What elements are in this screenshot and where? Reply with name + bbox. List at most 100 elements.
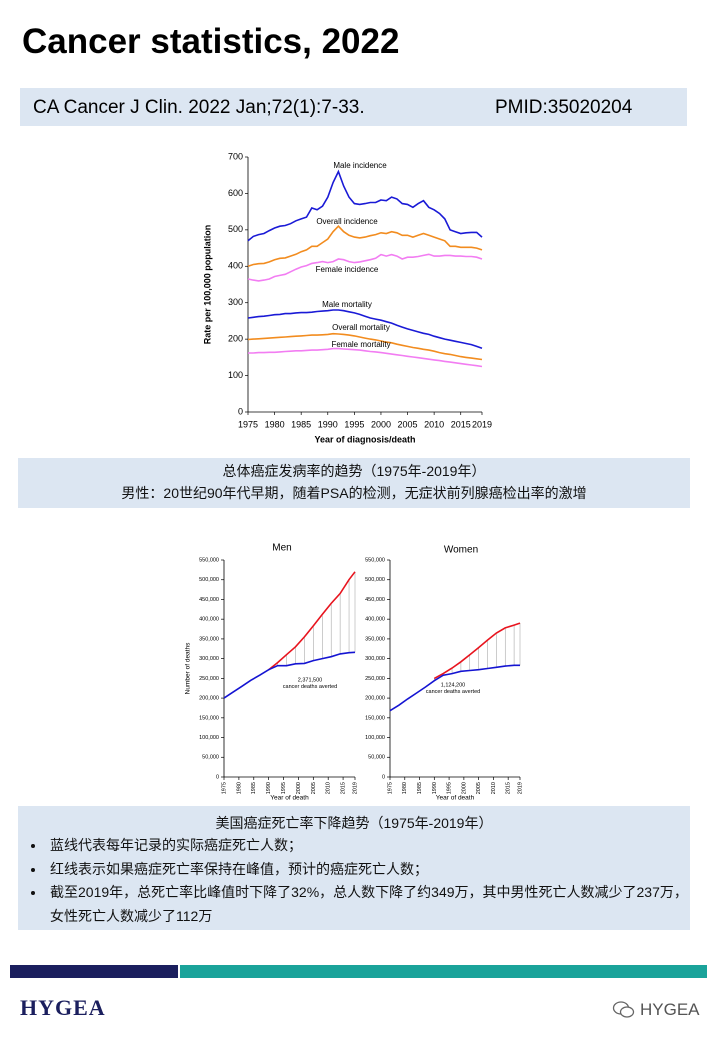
series-line <box>223 651 356 699</box>
x-tick-label: 2019 <box>472 419 492 429</box>
x-tick-label: 2019 <box>352 782 358 794</box>
men-chart: 0 50,000 100,000 150,000 200,000 250,000 300,0… <box>185 543 359 802</box>
x-tick-label: 1990 <box>266 782 272 794</box>
series-line <box>433 622 521 680</box>
x-tick-label: 1975 <box>238 419 258 429</box>
x-axis-label: Year of death <box>270 795 309 802</box>
series-label: Female incidence <box>316 265 379 274</box>
x-tick-label: 1995 <box>447 782 453 794</box>
x-axis-label: Year of death <box>436 795 475 802</box>
y-tick-label: 0 <box>216 774 219 780</box>
y-tick-label: 500,000 <box>199 577 219 583</box>
account: HYGEA <box>640 1000 700 1019</box>
x-tick-label: 1990 <box>432 782 438 794</box>
caption-line: 总体癌症发病率的趋势（1975年-2019年） <box>222 463 486 479</box>
incidence-chart: 0 100 200 300 400 500 600 700 1975 1980 1985 1990 19… <box>202 151 492 444</box>
x-tick-label: 1980 <box>236 782 242 794</box>
series-line <box>247 309 483 350</box>
y-tick-label: 450,000 <box>365 597 385 603</box>
y-tick-label: 550,000 <box>365 557 385 563</box>
x-tick-label: 2019 <box>517 782 523 794</box>
caption-1: 总体癌症发病率的趋势（1975年-2019年） 男性：20世纪90年代早期，随着… <box>18 458 690 508</box>
caption-2: 美国癌症死亡率下降趋势（1975年-2019年） 蓝线代表每年记录的实际癌症死亡… <box>18 806 690 930</box>
y-tick-label: 200,000 <box>365 696 385 702</box>
y-tick-label: 400,000 <box>365 617 385 623</box>
bullet: 红线表示如果癌症死亡率保持在峰值，预计的癌症死亡人数； <box>46 858 690 882</box>
y-axis-label: Number of deaths <box>185 642 192 694</box>
annotation: cancer deaths averted <box>426 689 480 695</box>
x-tick-label: 2005 <box>398 419 418 429</box>
caption-line: 男性：20世纪90年代早期，随着PSA的检测，无症状前列腺癌检出率的激增 <box>121 485 587 501</box>
x-tick-label: 2005 <box>311 782 317 794</box>
series-label: Female mortality <box>331 340 390 349</box>
y-tick-label: 50,000 <box>202 755 219 761</box>
y-tick-label: 300 <box>228 297 243 307</box>
y-tick-label: 250,000 <box>199 676 219 682</box>
y-tick-label: 100,000 <box>199 735 219 741</box>
bullet: 截至2019年，总死亡率比峰值时下降了32%，总人数下降了约349万，其中男性死… <box>46 881 690 928</box>
y-tick-label: 350,000 <box>199 636 219 642</box>
chart-title: Women <box>444 545 478 556</box>
x-tick-label: 1980 <box>265 419 285 429</box>
annotation: cancer deaths averted <box>283 684 337 690</box>
y-tick-label: 100,000 <box>365 735 385 741</box>
x-tick-label: 2015 <box>341 782 347 794</box>
footer-band <box>10 965 178 978</box>
y-tick-label: 200,000 <box>199 696 219 702</box>
y-tick-label: 400 <box>228 261 243 271</box>
x-tick-label: 2015 <box>506 782 512 794</box>
x-tick-label: 1985 <box>291 419 311 429</box>
series-line <box>389 664 520 712</box>
pmid: PMID:35020204 <box>495 97 633 118</box>
x-tick-label: 1975 <box>387 782 393 794</box>
y-tick-label: 300,000 <box>199 656 219 662</box>
series-line <box>248 347 483 368</box>
x-tick-label: 1990 <box>318 419 338 429</box>
x-tick-label: 2010 <box>326 782 332 794</box>
series-line <box>247 253 483 282</box>
wechat-icon <box>612 1001 635 1018</box>
x-tick-label: 2015 <box>451 419 471 429</box>
y-tick-label: 450,000 <box>199 597 219 603</box>
y-tick-label: 500 <box>228 224 243 234</box>
x-tick-label: 1995 <box>344 419 364 429</box>
x-tick-label: 2010 <box>424 419 444 429</box>
y-tick-label: 0 <box>382 774 385 780</box>
series-line <box>247 169 483 242</box>
x-axis-label: Year of diagnosis/death <box>314 434 415 444</box>
y-tick-label: 700 <box>228 151 243 161</box>
series-label: Male incidence <box>333 161 387 170</box>
y-tick-label: 150,000 <box>365 715 385 721</box>
y-axis-label: Rate per 100,000 population <box>202 225 212 345</box>
bullet-list: 蓝线代表每年记录的实际癌症死亡人数； 红线表示如果癌症死亡率保持在峰值，预计的癌… <box>18 834 690 928</box>
y-tick-label: 400,000 <box>199 617 219 623</box>
y-tick-label: 550,000 <box>199 557 219 563</box>
series-line <box>268 571 356 671</box>
x-tick-label: 2000 <box>461 782 467 794</box>
x-tick-label: 1975 <box>221 782 227 794</box>
series-label: Male mortality <box>322 300 372 309</box>
footer-band <box>180 965 707 978</box>
y-tick-label: 100 <box>228 370 243 380</box>
reference: CA Cancer J Clin. 2022 Jan;72(1):7-33. <box>33 97 365 118</box>
citation-box: CA Cancer J Clin. 2022 Jan;72(1):7-33. P… <box>20 88 687 126</box>
caption-heading: 美国癌症死亡率下降趋势（1975年-2019年） <box>215 815 493 831</box>
x-tick-label: 1985 <box>251 782 257 794</box>
annotation: 1,124,200 <box>441 682 465 688</box>
series-label: Overall mortality <box>332 323 390 332</box>
y-tick-label: 0 <box>238 406 243 416</box>
women-chart: 0 50,000 100,000 150,000 200,000 250,000 300,0… <box>365 545 523 802</box>
x-tick-label: 2000 <box>371 419 391 429</box>
y-tick-label: 250,000 <box>365 676 385 682</box>
annotation: 2,371,500 <box>298 677 322 683</box>
series-label: Overall incidence <box>316 217 378 226</box>
y-tick-label: 150,000 <box>199 715 219 721</box>
title: Cancer statistics, 2022 <box>22 22 400 61</box>
x-tick-label: 2010 <box>491 782 497 794</box>
logo: HYGEA <box>20 995 106 1020</box>
bullet: 蓝线代表每年记录的实际癌症死亡人数； <box>46 834 690 858</box>
y-tick-label: 350,000 <box>365 636 385 642</box>
x-tick-label: 1980 <box>402 782 408 794</box>
x-tick-label: 2000 <box>296 782 302 794</box>
